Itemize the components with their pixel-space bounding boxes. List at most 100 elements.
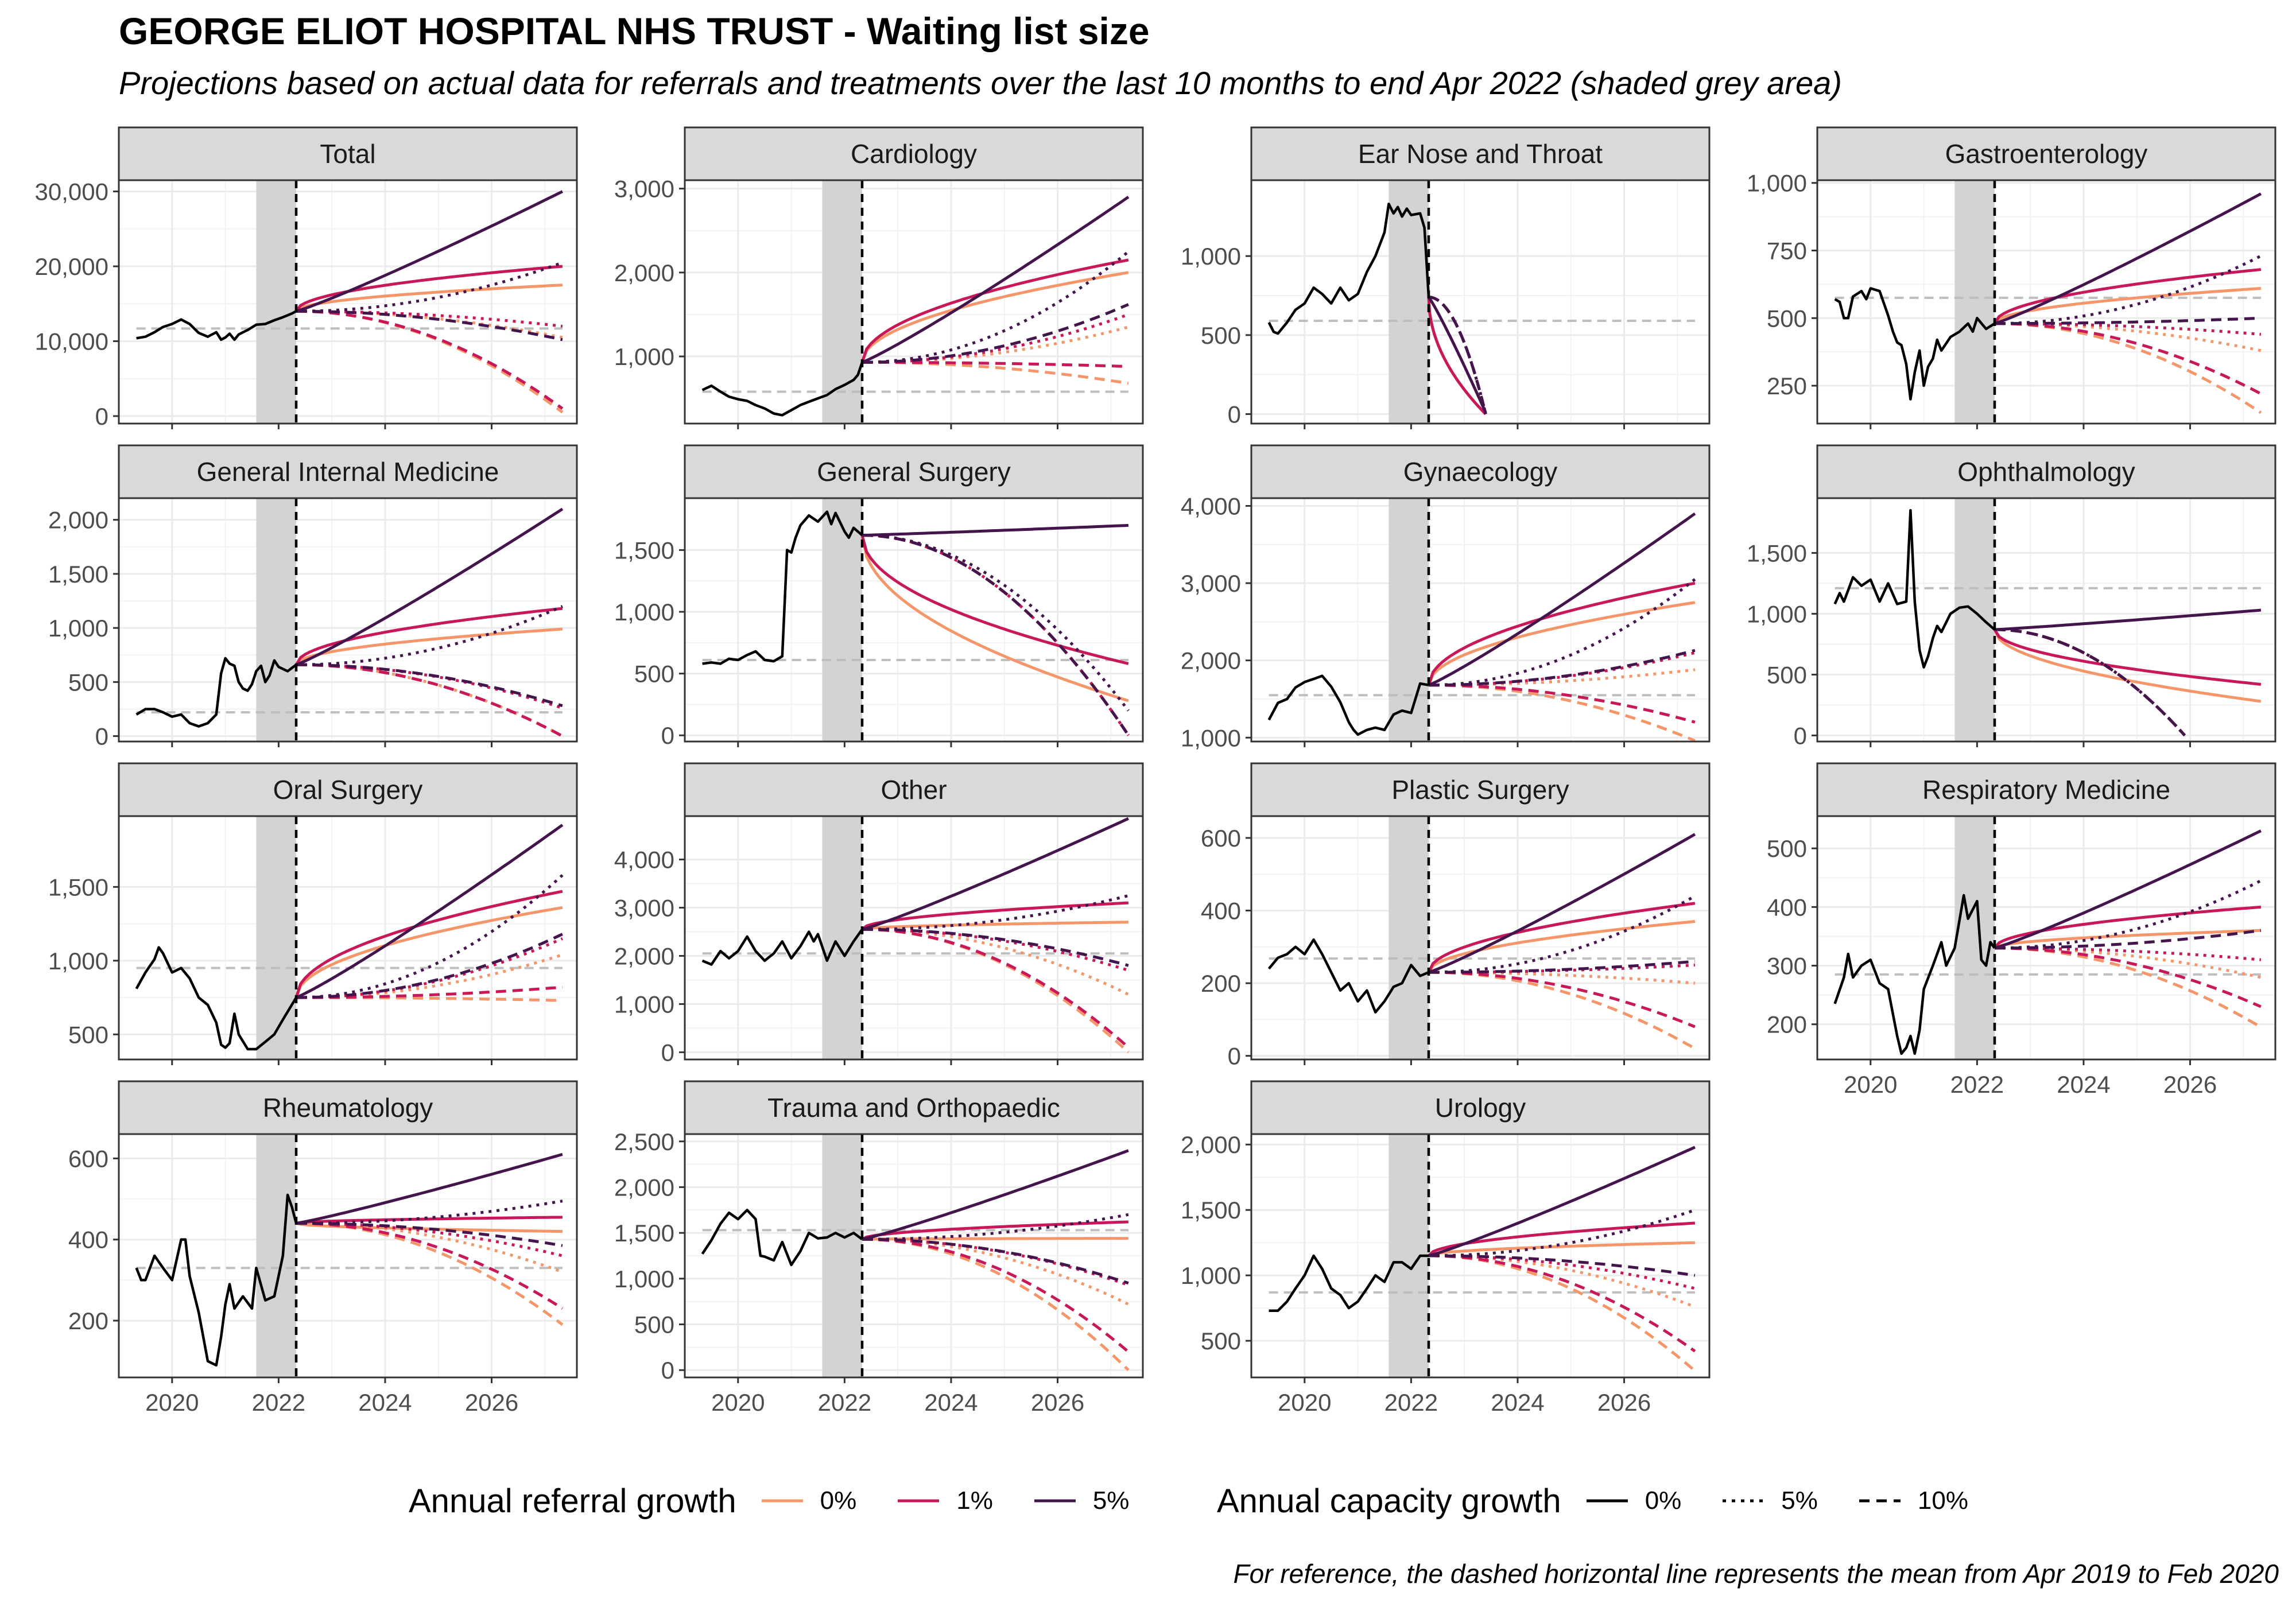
y-tick-label: 10,000 (35, 328, 108, 355)
actual-line (1833, 894, 1996, 1055)
projection-r1-c2 (862, 927, 1130, 1049)
x-tick-label: 2020 (1844, 1071, 1897, 1098)
x-tick-label: 2020 (1278, 1389, 1331, 1416)
y-tick-label: 200 (68, 1307, 108, 1334)
shaded-window (1954, 816, 1995, 1059)
shaded-window (256, 1134, 296, 1377)
projection-r5-c0 (296, 1152, 563, 1225)
legend-item-capacity-10: 10% (1857, 1478, 1991, 1524)
y-tick-label: 2,000 (48, 507, 108, 534)
y-tick-label: 1,500 (48, 561, 108, 588)
y-tick-label: 1,000 (1181, 724, 1241, 751)
y-tick-label: 500 (634, 1311, 674, 1338)
panel-background (1251, 180, 1709, 424)
panel-gastroenterology: Gastroenterology 250 500 750 1,000 (1747, 126, 2276, 429)
projection-r5-c0 (1428, 1146, 1696, 1257)
projection-lines (294, 824, 564, 1002)
shaded-window (1389, 180, 1429, 424)
panel-background (119, 1134, 577, 1377)
y-tick-label: 500 (1767, 835, 1807, 862)
projection-lines (1427, 296, 1487, 416)
projection-r5-c0 (1994, 192, 2262, 325)
projection-r1-c0 (1993, 628, 2262, 686)
facet-title: Gastroenterology (1945, 139, 2148, 169)
x-tick-label: 2026 (1031, 1389, 1084, 1416)
panel-background (119, 498, 577, 742)
projection-r5-c1 (296, 874, 564, 999)
legend-label-capacity-10: 10% (1917, 1486, 1968, 1515)
projection-r5-c2 (1429, 960, 1696, 974)
shaded-window (256, 816, 296, 1059)
actual-line (1267, 938, 1429, 1014)
facet-title: Urology (1435, 1093, 1526, 1123)
projection-r1-c2 (1429, 1254, 1696, 1353)
projection-lines (861, 1149, 1130, 1371)
projection-r5-c0 (1994, 608, 2262, 631)
actual-line (1833, 509, 1996, 669)
projection-r1-c0 (294, 890, 563, 998)
y-tick-label: 200 (1767, 1011, 1807, 1038)
y-tick-label: 1,000 (1181, 243, 1241, 270)
projection-lines (1427, 512, 1696, 742)
projection-r1-c1 (862, 534, 1130, 736)
y-tick-label: 750 (1767, 237, 1807, 264)
facet-strip (118, 444, 578, 499)
projection-r1-c0 (295, 265, 563, 312)
projection-lines (1993, 608, 2262, 737)
projection-r0-c0 (1428, 1241, 1695, 1257)
y-tick-label: 600 (68, 1145, 108, 1172)
panel-total: Total 0 10,000 20,000 30,000 (35, 126, 578, 430)
legend-referral-growth: Annual referral growth 0% 1% 5% (409, 1478, 1168, 1524)
projection-r1-c0 (1427, 902, 1696, 973)
x-tick-label: 2022 (1950, 1071, 2004, 1098)
projection-lines (860, 196, 1130, 385)
legend-key-referral-0 (759, 1478, 805, 1524)
y-tick-label: 2,000 (1181, 647, 1241, 674)
projection-r0-c2 (862, 360, 1129, 385)
y-tick-label: 1,000 (614, 599, 674, 626)
shaded-window (1954, 180, 1995, 424)
projection-r1-c2 (296, 1222, 564, 1310)
y-tick-label: 3,000 (1181, 570, 1241, 597)
facet-strip (684, 126, 1144, 181)
facet-strip (684, 444, 1144, 499)
y-tick-label: 4,000 (1181, 492, 1241, 519)
panel-gynaecology: Gynaecology 1,000 2,000 3,000 4,000 (1181, 444, 1711, 751)
projection-r0-c2 (1995, 946, 2262, 1028)
facet-title: General Internal Medicine (197, 457, 499, 487)
x-tick-label: 2024 (924, 1389, 978, 1416)
y-tick-label: 3,000 (614, 895, 674, 922)
projection-lines (296, 1152, 564, 1326)
facet-title: Total (320, 139, 375, 169)
actual-line (1269, 1254, 1429, 1312)
projection-r5-c0 (862, 1149, 1129, 1241)
projection-r5-c1 (1995, 628, 2186, 737)
legend-item-referral-5: 5% (1032, 1478, 1153, 1524)
panel-trauma-and-orthopaedic: Trauma and Orthopaedic 0 500 1,000 1,500 2,00… (614, 1080, 1144, 1416)
shaded-window (256, 498, 296, 742)
x-tick-label: 2020 (711, 1389, 765, 1416)
projection-r0-c0 (295, 284, 563, 313)
projection-lines (1428, 1146, 1696, 1372)
facet-title: Respiratory Medicine (1922, 775, 2170, 805)
panel-background (1251, 816, 1709, 1059)
facet-title: Ear Nose and Throat (1358, 139, 1603, 169)
y-tick-label: 1,000 (1747, 600, 1807, 627)
projection-r0-c2 (1428, 971, 1696, 1050)
legend-key-capacity-0 (1584, 1478, 1630, 1524)
projection-r5-c2 (862, 303, 1129, 364)
facet-strip (1816, 762, 2276, 817)
facet-title: Gynaecology (1403, 457, 1558, 487)
y-tick-label: 500 (68, 669, 108, 696)
y-tick-label: 500 (68, 1021, 108, 1048)
facet-strip (1250, 126, 1711, 181)
panel-background (1817, 816, 2275, 1059)
projection-r1-c2 (1429, 971, 1696, 1028)
legend-capacity-title: Annual capacity growth (1217, 1482, 1561, 1520)
x-tick-label: 2024 (1491, 1389, 1544, 1416)
projection-r0-c2 (296, 996, 563, 1002)
projection-lines (1427, 833, 1696, 1050)
facet-strip (1816, 444, 2276, 499)
projection-r1-c2 (296, 985, 563, 999)
projection-r5-c2 (862, 534, 1130, 736)
